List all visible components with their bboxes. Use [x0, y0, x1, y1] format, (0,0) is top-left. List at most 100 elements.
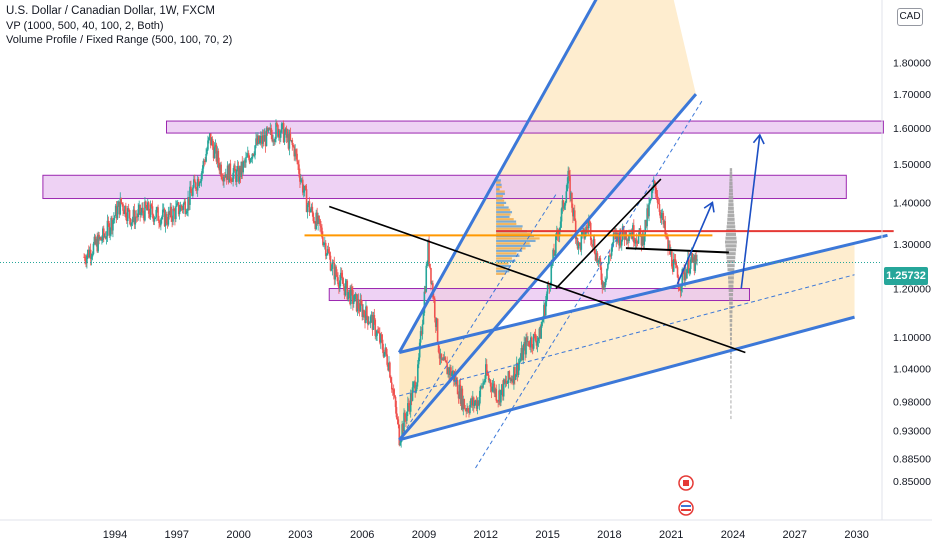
candle-body — [312, 207, 314, 213]
volume-distribution-bar — [730, 361, 731, 364]
y-tick-label: 1.80000 — [893, 57, 931, 69]
volume-distribution-bar — [730, 328, 732, 331]
candle-body — [434, 298, 436, 317]
volume-profile-bar — [496, 262, 508, 264]
volume-distribution-bar — [730, 380, 731, 383]
volume-profile-bar — [496, 270, 509, 272]
volume-profile-bar — [496, 252, 516, 254]
candle-body — [343, 284, 345, 286]
x-tick-label: 1997 — [165, 529, 189, 541]
candle-body — [190, 187, 192, 193]
x-tick-label: 2030 — [844, 529, 868, 541]
candle-body — [429, 264, 431, 268]
volume-profile-bar — [496, 216, 509, 218]
volume-profile-bar — [496, 228, 522, 230]
candle-body — [310, 210, 312, 212]
candle-body — [179, 211, 181, 214]
us-flag-icon[interactable] — [679, 501, 693, 515]
y-tick-label: 1.04000 — [893, 363, 931, 375]
y-tick-label: 1.40000 — [893, 197, 931, 209]
candle-body — [195, 182, 197, 188]
indicator-vpfr-label[interactable]: Volume Profile / Fixed Range (500, 100, … — [6, 33, 232, 48]
x-tick-label: 2015 — [535, 529, 559, 541]
candle-body — [284, 134, 286, 143]
indicator-vp-label[interactable]: VP (1000, 500, 40, 100, 2, Both) — [6, 19, 232, 34]
candle-body — [186, 211, 188, 213]
volume-distribution-bar — [727, 264, 734, 267]
candle-body — [183, 204, 185, 210]
candle-body — [245, 157, 247, 162]
volume-distribution-bar — [726, 248, 736, 251]
x-tick-label: 2003 — [288, 529, 312, 541]
volume-profile-bar — [496, 213, 510, 215]
volume-distribution-bar — [729, 297, 733, 300]
candle-body — [541, 322, 543, 326]
volume-distribution-bar — [729, 196, 733, 199]
y-tick-label: 0.98000 — [893, 397, 931, 409]
volume-profile-bar — [496, 190, 505, 192]
candle-body — [398, 419, 400, 424]
candle-body — [313, 221, 315, 222]
volume-profile-bar — [496, 209, 510, 211]
volume-distribution-bar — [729, 192, 733, 195]
resistance-zone-2[interactable] — [43, 175, 846, 198]
volume-distribution-bar — [725, 240, 737, 243]
volume-distribution-bar — [730, 395, 731, 398]
currency-badge[interactable]: CAD — [897, 8, 923, 26]
volume-distribution-bar — [729, 293, 733, 296]
chart-legend: U.S. Dollar / Canadian Dollar, 1W, FXCM … — [6, 4, 232, 48]
candle-body — [628, 236, 630, 241]
volume-distribution-bar — [729, 185, 733, 188]
candle-body — [194, 179, 196, 182]
volume-distribution-bar — [728, 285, 733, 288]
candle-body — [318, 216, 320, 219]
volume-profile-bar — [496, 195, 503, 197]
volume-distribution-bar — [725, 244, 736, 247]
us-flag-stripe-icon — [681, 509, 691, 511]
volume-distribution-bar — [728, 214, 735, 217]
volume-distribution-bar — [728, 276, 734, 279]
volume-distribution-bar — [730, 168, 732, 171]
candle-body — [495, 389, 497, 401]
volume-profile-bar — [496, 240, 535, 242]
x-tick-label: 2009 — [412, 529, 436, 541]
candle-body — [290, 134, 292, 140]
volume-distribution-bar — [729, 189, 733, 192]
resistance-zone-3[interactable] — [329, 289, 749, 301]
volume-distribution-bar — [729, 178, 732, 181]
candle-body — [140, 212, 142, 215]
x-tick-label: 2012 — [474, 529, 498, 541]
volume-distribution-bar — [730, 370, 731, 373]
candle-body — [291, 140, 293, 145]
volume-distribution-bar — [730, 315, 733, 318]
candle-body — [313, 213, 315, 221]
candle-body — [117, 207, 119, 219]
candle-body — [132, 219, 134, 222]
volume-profile-bar — [496, 197, 502, 199]
candle-body — [152, 206, 154, 214]
volume-profile-bar — [496, 218, 514, 220]
volume-distribution-bar — [730, 405, 731, 408]
symbol-title[interactable]: U.S. Dollar / Canadian Dollar, 1W, FXCM — [6, 4, 232, 19]
volume-distribution-bar — [728, 280, 733, 283]
candle-body — [319, 219, 321, 226]
x-tick-label: 2006 — [350, 529, 374, 541]
volume-distribution-bar — [729, 182, 732, 185]
volume-distribution-bar — [730, 375, 731, 378]
y-tick-label: 1.60000 — [893, 123, 931, 135]
candle-body — [142, 208, 144, 213]
volume-distribution-bar — [730, 400, 731, 403]
volume-profile-bar — [496, 220, 516, 222]
volume-profile-bar — [496, 200, 504, 202]
y-tick-label: 1.50000 — [893, 159, 931, 171]
volume-profile-bar — [496, 188, 500, 190]
volume-distribution-bar — [730, 333, 732, 336]
volume-distribution-bar — [730, 411, 731, 414]
candle-body — [192, 188, 194, 196]
volume-profile-bar — [496, 225, 523, 227]
us-flag-stripe-icon — [681, 505, 691, 507]
volume-distribution-bar — [727, 256, 736, 259]
candle-body — [353, 302, 355, 304]
x-tick-label: 2000 — [226, 529, 250, 541]
